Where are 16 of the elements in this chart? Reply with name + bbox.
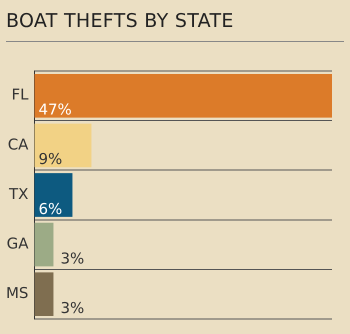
bar: [34, 222, 54, 266]
bar: [34, 124, 92, 168]
bar: [34, 173, 72, 217]
y-tick-label: GA: [6, 234, 30, 252]
chart-title: BOAT THEFTS BY STATE: [6, 10, 344, 42]
data-label: 3%: [60, 299, 84, 318]
y-tick-label: TX: [8, 184, 28, 203]
data-label: 6%: [38, 200, 62, 218]
data-label: 47%: [38, 100, 72, 119]
data-label: 9%: [38, 150, 62, 168]
y-tick-label: FL: [11, 86, 30, 104]
bar: [34, 74, 332, 118]
y-tick-label: CA: [8, 135, 30, 154]
bar: [34, 272, 54, 316]
data-label: 3%: [60, 249, 84, 268]
y-tick-label: MS: [6, 284, 28, 302]
